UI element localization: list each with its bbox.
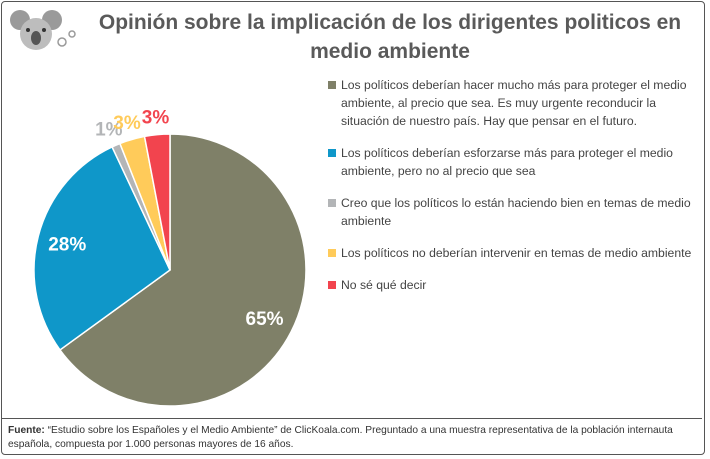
legend-swatch	[328, 149, 336, 157]
logo	[10, 10, 76, 50]
legend-item: Los políticos deberían hacer mucho más p…	[328, 76, 700, 130]
data-label: 65%	[246, 309, 284, 330]
source-label: Fuente:	[8, 425, 45, 436]
data-label: 1%	[95, 120, 123, 141]
legend-label: Los políticos deberían hacer mucho más p…	[341, 78, 687, 128]
source-text: “Estudio sobre los Españoles y el Medio …	[8, 425, 673, 450]
legend: Los políticos deberían hacer mucho más p…	[328, 76, 700, 308]
data-label: 28%	[48, 235, 86, 256]
legend-item: Los políticos no deberían intervenir en …	[328, 244, 700, 262]
legend-label: Creo que los políticos lo están haciendo…	[341, 196, 691, 228]
data-label: 3%	[142, 108, 170, 129]
legend-swatch	[328, 281, 336, 289]
chart-title: Opinión sobre la implicación de los diri…	[98, 11, 682, 63]
pie-slice	[143, 133, 171, 271]
legend-item: No sé qué decir	[328, 276, 700, 294]
legend-swatch	[328, 199, 336, 207]
legend-label: No sé qué decir	[341, 278, 427, 292]
pie-slice	[33, 145, 171, 351]
legend-item: Los políticos deberían esforzarse más pa…	[328, 144, 700, 180]
legend-swatch	[328, 249, 336, 257]
pie-slice	[58, 133, 307, 407]
legend-item: Creo que los políticos lo están haciendo…	[328, 194, 700, 230]
legend-label: Los políticos no deberían intervenir en …	[341, 246, 692, 260]
legend-label: Los políticos deberían esforzarse más pa…	[341, 146, 673, 178]
footer: Fuente: “Estudio sobre los Españoles y e…	[2, 418, 702, 457]
legend-swatch	[328, 81, 336, 89]
data-label: 3%	[113, 113, 141, 134]
